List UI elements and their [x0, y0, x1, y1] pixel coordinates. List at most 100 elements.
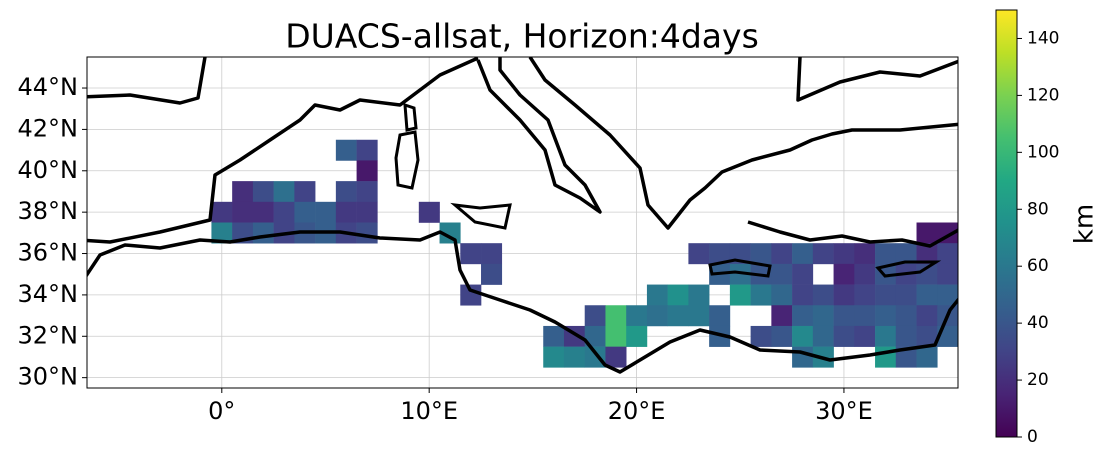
colorbar-tick-label: 140: [1027, 28, 1059, 48]
grid-cell: [771, 263, 793, 285]
grid-cell: [895, 284, 917, 306]
grid-cell: [875, 284, 897, 306]
y-tick-label: 44°N: [18, 73, 79, 101]
grid-cell: [232, 201, 254, 223]
grid-cell: [812, 325, 834, 347]
grid-cell: [916, 305, 938, 327]
grid-cell: [356, 160, 378, 182]
grid-cell: [916, 243, 938, 265]
grid-cell: [356, 222, 378, 244]
grid-cell: [563, 346, 586, 368]
grid-cell: [750, 284, 772, 306]
x-tick-label: 10°E: [400, 397, 458, 425]
grid-cell: [709, 305, 731, 327]
grid-cell: [667, 305, 689, 327]
grid-cell: [895, 305, 917, 327]
grid-cell: [584, 305, 606, 327]
grid-cell: [792, 325, 814, 347]
grid-cell: [356, 201, 378, 223]
grid-cell: [792, 305, 814, 327]
colorbar: [995, 9, 1018, 438]
grid-cell: [315, 201, 337, 223]
grid-cell: [335, 201, 357, 223]
grid-cell: [812, 305, 834, 327]
grid-cell: [646, 284, 668, 306]
grid-cell: [854, 243, 876, 265]
grid-cell: [916, 346, 938, 368]
grid-cell: [709, 325, 731, 347]
grid-cell: [252, 201, 274, 223]
grid-cell: [812, 284, 834, 306]
grid-cell: [875, 243, 897, 265]
grid-cell: [481, 243, 503, 265]
grid-cell: [252, 222, 274, 244]
grid-cell: [771, 284, 793, 306]
grid-cell: [605, 325, 627, 347]
grid-cell: [605, 305, 627, 327]
grid-cell: [667, 284, 689, 306]
grid-cell: [460, 284, 482, 306]
y-tick-label: 32°N: [18, 321, 79, 349]
grid-cell: [252, 181, 274, 203]
grid-cell: [875, 325, 897, 347]
y-tick-label: 34°N: [18, 280, 79, 308]
grid-cell: [937, 284, 958, 306]
grid-cell: [771, 243, 793, 265]
y-tick-label: 42°N: [18, 114, 79, 142]
coastlines: [87, 57, 958, 374]
grid-cell: [771, 305, 793, 327]
grid-cell: [792, 263, 814, 285]
grid-cell: [626, 325, 648, 347]
grid-cell: [937, 243, 958, 265]
grid-cell: [273, 181, 295, 203]
grid-cell: [833, 263, 855, 285]
colorbar-tick-label: 40: [1027, 313, 1049, 333]
grid-cell: [294, 201, 316, 223]
grid-cell: [854, 325, 876, 347]
grid-cell: [294, 181, 316, 203]
plot-frame: [86, 56, 959, 389]
grid-cell: [232, 181, 254, 203]
grid-cell: [688, 243, 710, 265]
grid-cell: [771, 325, 793, 347]
x-tick-label: 30°E: [815, 397, 873, 425]
grid-cell: [626, 305, 648, 327]
grid-cell: [356, 181, 378, 203]
grid-cell: [584, 346, 606, 368]
y-tick-label: 30°N: [18, 363, 79, 391]
grid-cell: [833, 325, 855, 347]
grid-cell: [833, 284, 855, 306]
grid-cell: [605, 346, 627, 368]
y-tick-label: 40°N: [18, 156, 79, 184]
grid-cell: [812, 243, 834, 265]
colorbar-tick-label: 80: [1027, 199, 1049, 219]
grid-cell: [854, 305, 876, 327]
grid-cell: [356, 139, 378, 161]
grid-cell: [875, 305, 897, 327]
grid-cell: [895, 325, 917, 347]
grid-cell: [273, 201, 295, 223]
grid-cell: [729, 284, 751, 306]
colorbar-tick-label: 20: [1027, 370, 1049, 390]
colorbar-tick-label: 60: [1027, 256, 1049, 276]
grid-cell: [584, 325, 606, 347]
grid-cell: [709, 243, 731, 265]
grid-cell: [211, 201, 233, 223]
grid-cell: [916, 284, 938, 306]
grid-cell: [481, 263, 503, 285]
colorbar-tick-label: 100: [1027, 142, 1059, 162]
grid-cell: [460, 243, 482, 265]
grid-cell: [833, 243, 855, 265]
grid-cell: [854, 284, 876, 306]
grid-cell: [646, 305, 668, 327]
grid-cell: [750, 243, 772, 265]
grid-cell: [688, 305, 710, 327]
grid-cell: [729, 263, 751, 285]
grid-cell: [792, 346, 814, 368]
grid-cell: [916, 222, 938, 244]
grid-cell: [335, 139, 357, 161]
x-tick-label: 20°E: [608, 397, 666, 425]
grid-cell: [335, 181, 357, 203]
grid-cell: [418, 201, 440, 223]
